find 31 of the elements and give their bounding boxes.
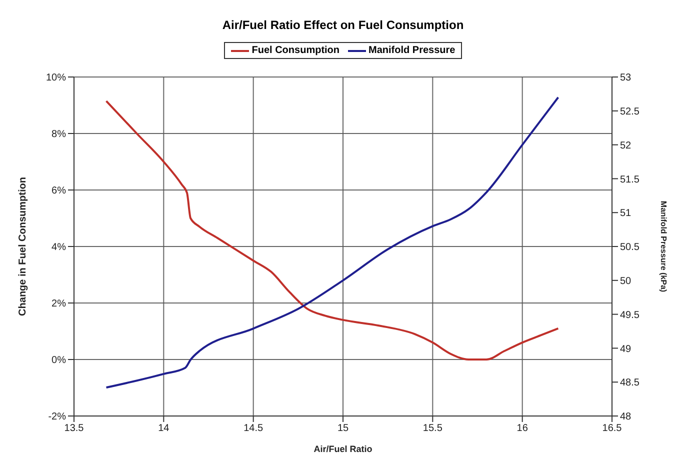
x-tick-label: 15 [337,423,349,434]
x-axis-title: Air/Fuel Ratio [314,444,373,454]
y2-axis-title: Manifold Pressure (kPa) [659,200,668,292]
y2-tick-label: 50.5 [620,242,640,254]
y2-tick-label: 52.5 [620,106,640,118]
y2-tick-label: 49.5 [620,310,640,321]
y-tick-label: 2% [52,298,66,310]
y2-tick-label: 49 [620,344,632,355]
x-tick-label: 16 [516,423,528,434]
y-tick-label: -2% [48,412,66,423]
x-tick-label: 14 [158,423,170,434]
y-tick-label: 10% [46,72,66,84]
y2-tick-label: 51.5 [620,174,640,186]
y2-tick-label: 48 [620,412,632,423]
x-tick-label: 14.5 [244,423,264,434]
y2-tick-label: 51 [620,208,632,220]
y2-tick-label: 53 [620,72,632,84]
x-tick-label: 15.5 [422,423,443,434]
legend-label: Fuel Consumption [250,45,340,56]
y2-tick-label: 50 [620,276,632,287]
x-tick-label: 13.5 [64,423,84,434]
y-tick-label: 4% [52,242,66,254]
legend-label: Manifold Pressure [368,45,456,56]
y-tick-label: 0% [52,355,66,366]
x-tick-label: 16.5 [602,423,622,434]
chart-title: Air/Fuel Ratio Effect on Fuel Consumption [221,17,465,34]
y-axis-title: Change in Fuel Consumption [18,177,29,316]
y2-tick-label: 52 [620,140,632,152]
y2-tick-label: 48.5 [620,378,640,389]
y-tick-label: 8% [52,129,66,140]
y-tick-label: 6% [52,186,66,197]
